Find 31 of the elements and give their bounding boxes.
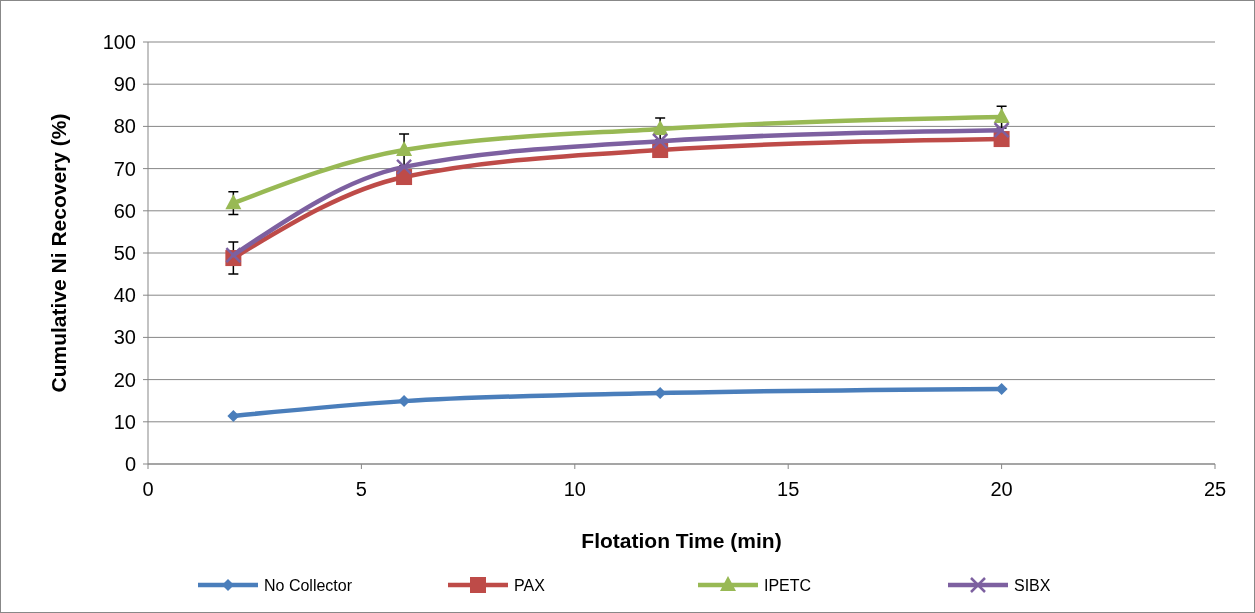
- y-axis-title: Cumulative Ni Recovery (%): [47, 113, 70, 393]
- x-tick-label: 5: [355, 478, 367, 500]
- point: [395, 158, 413, 176]
- y-tick-label: 80: [113, 115, 136, 138]
- legend-label: SIBX: [1014, 576, 1051, 594]
- y-tick-label: 70: [113, 157, 136, 180]
- y-tick-label: 90: [113, 73, 136, 96]
- point: [396, 141, 413, 157]
- x-tick-label: 20: [990, 478, 1013, 500]
- y-tick-label: 30: [113, 326, 136, 349]
- y-tick-label: 20: [113, 368, 136, 391]
- point: [993, 108, 1010, 124]
- legend-label: IPETC: [764, 576, 812, 594]
- point: [993, 121, 1010, 139]
- legend-label: No Collector: [264, 576, 353, 594]
- y-tick-label: 10: [113, 410, 136, 433]
- point: [651, 132, 669, 150]
- y-tick-label: 50: [113, 242, 136, 264]
- x-axis-title: Flotation Time (min): [581, 529, 782, 552]
- legend-label: PAX: [514, 576, 546, 594]
- point: [225, 194, 242, 210]
- point: [225, 246, 242, 264]
- y-tick-label: 60: [113, 199, 136, 222]
- x-tick-label: 10: [563, 478, 586, 500]
- y-tick-label: 40: [113, 284, 136, 307]
- point: [652, 119, 669, 135]
- x-tick-label: 0: [142, 478, 154, 500]
- x-tick-label: 15: [777, 478, 800, 500]
- y-tick-label: 100: [102, 31, 136, 53]
- y-tick-label: 0: [124, 453, 136, 475]
- x-tick-label: 25: [1203, 478, 1227, 500]
